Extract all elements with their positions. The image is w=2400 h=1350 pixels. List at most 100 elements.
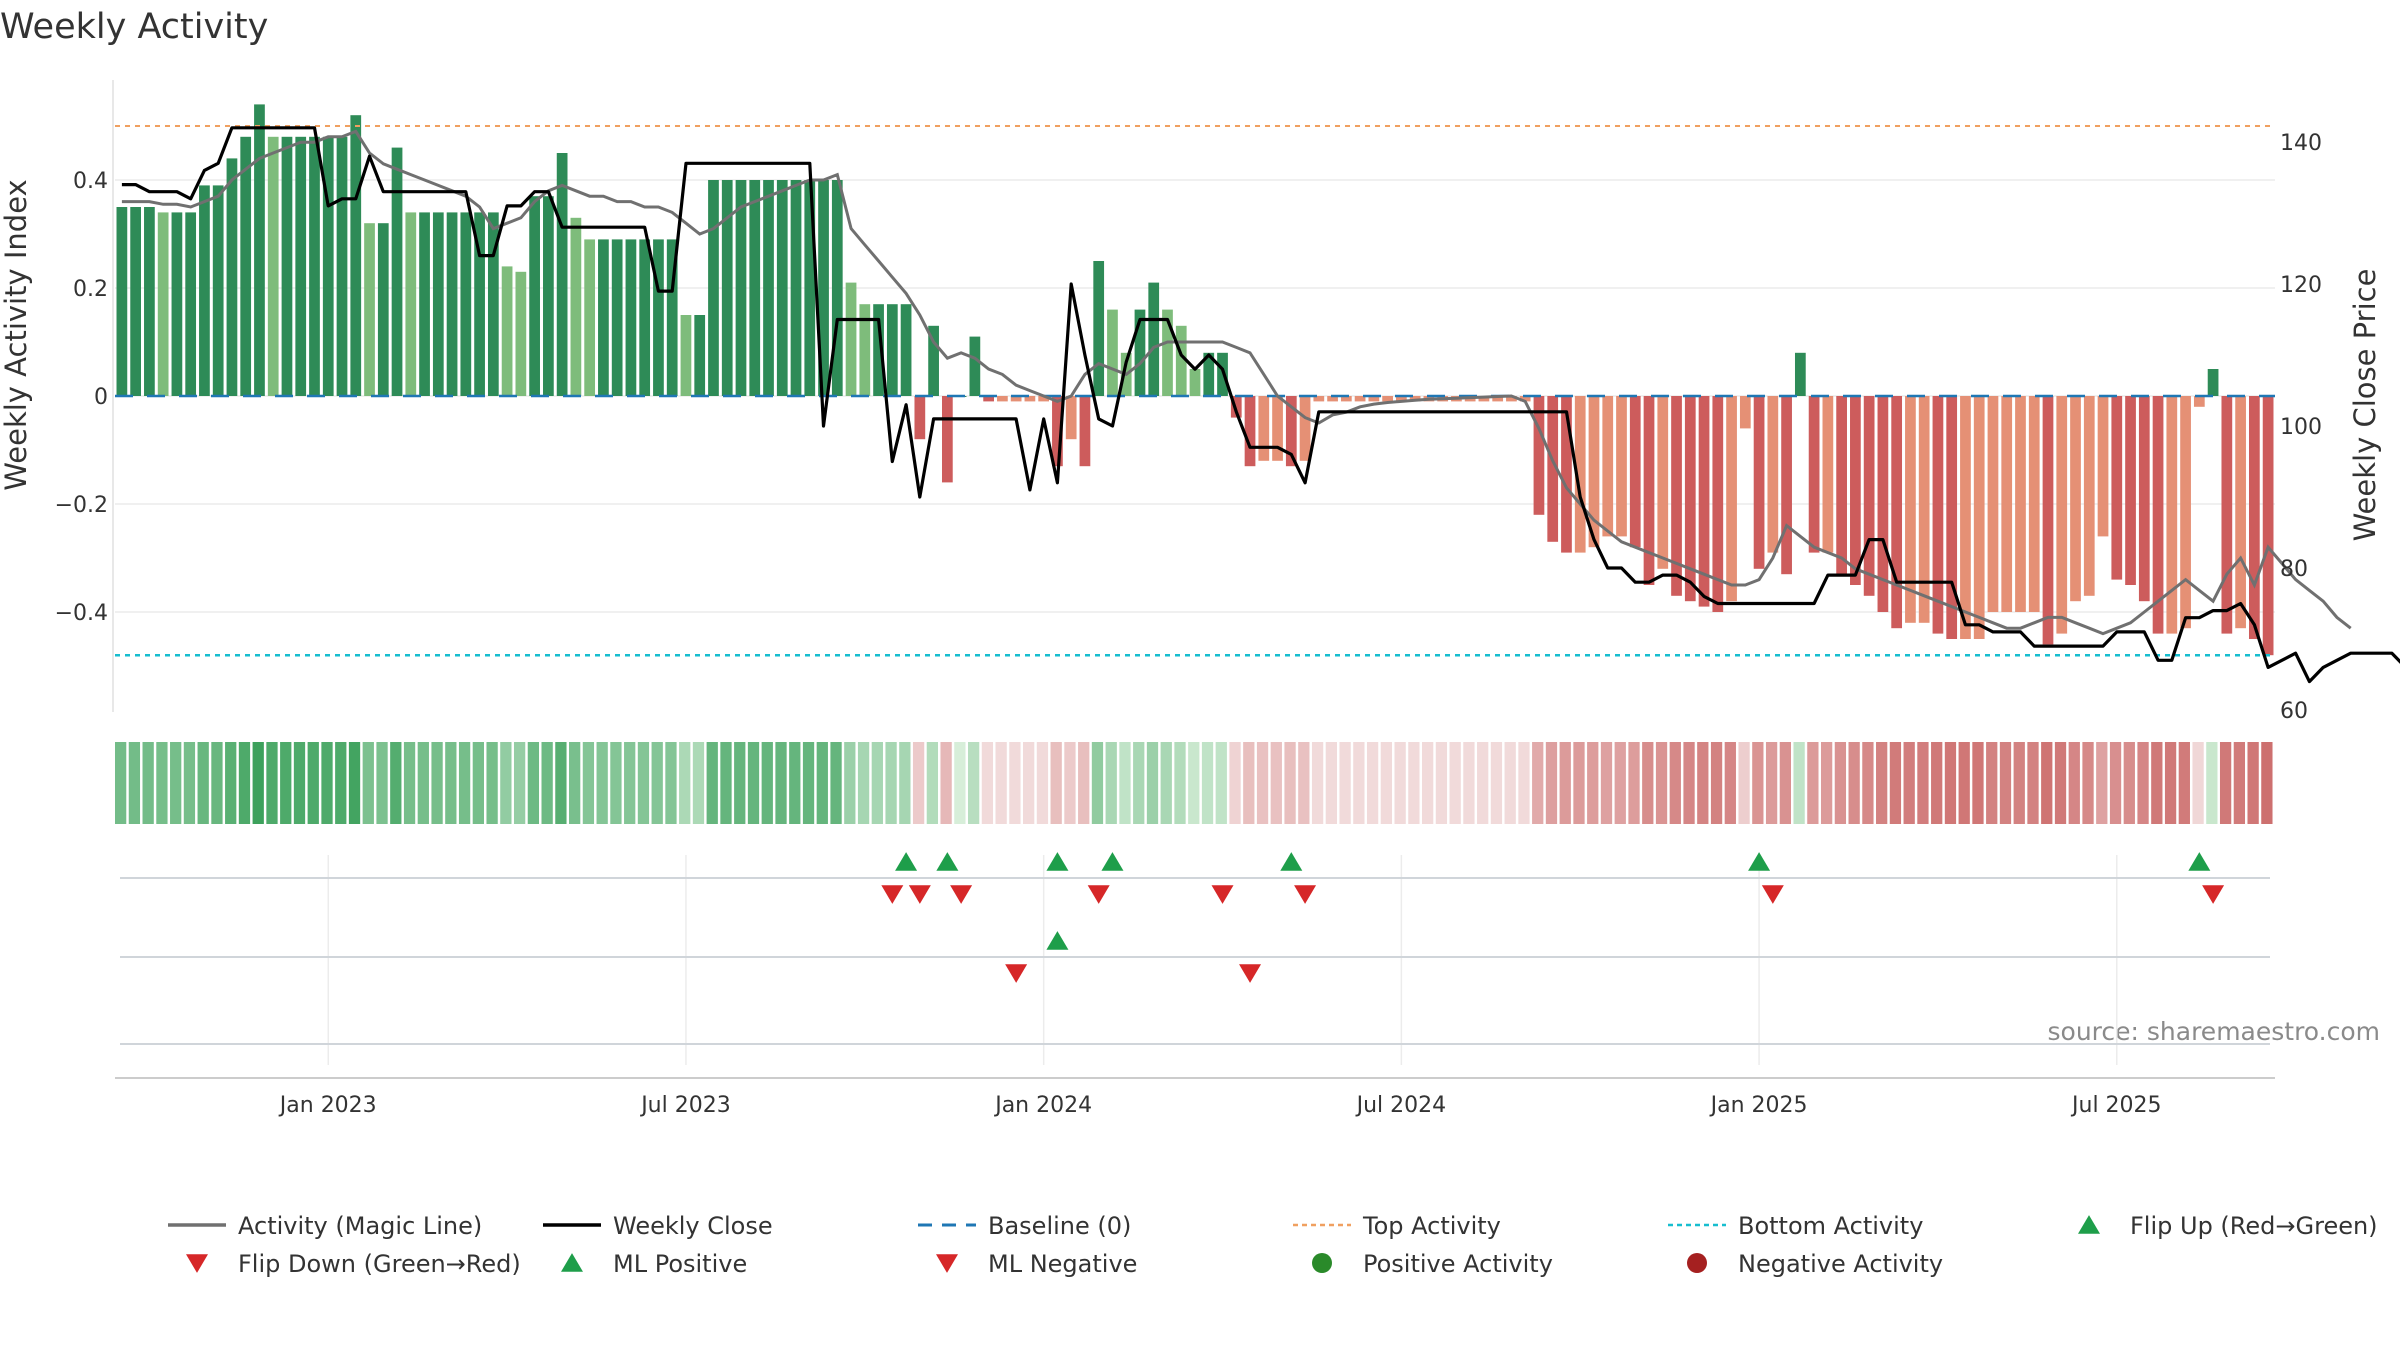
activity-bar (1891, 396, 1903, 629)
heat-cell (1078, 742, 1090, 824)
chart-title: Weekly Activity (0, 7, 268, 47)
activity-bar (1767, 396, 1779, 553)
activity-bar (1258, 396, 1270, 461)
activity-bar (1836, 396, 1847, 575)
activity-bar (1285, 396, 1297, 467)
heat-cell (142, 742, 154, 824)
activity-bar (267, 136, 279, 397)
activity-bar (2015, 396, 2026, 612)
activity-bar (405, 212, 417, 396)
activity-bar (1354, 396, 1366, 402)
flip-down-marker (1087, 885, 1110, 904)
activity-bar (2028, 396, 2040, 612)
legend-label: ML Positive (613, 1250, 747, 1278)
heat-cell (2219, 742, 2232, 824)
activity-bar (1973, 396, 1985, 639)
reference-lines (115, 125, 2275, 657)
heat-cell (981, 742, 994, 824)
heat-cell (486, 742, 498, 824)
activity-bar (1148, 282, 1160, 396)
heat-cell (1999, 742, 2012, 824)
activity-bar (1478, 396, 1490, 402)
heat-cell (2082, 742, 2094, 824)
heat-cell (128, 742, 141, 824)
activity-bar (680, 315, 692, 396)
activity-bar (900, 304, 912, 396)
activity-bar (322, 136, 334, 397)
activity-bar (1698, 396, 1710, 607)
activity-bar (1519, 396, 1531, 402)
heat-cell (2096, 742, 2108, 824)
activity-bar (1739, 396, 1751, 429)
activity-bar (1602, 396, 1614, 537)
heat-cell (1944, 742, 1957, 824)
ml-negative-marker (1239, 964, 1262, 983)
heat-cell (706, 742, 718, 824)
heat-cell (1050, 742, 1062, 824)
heat-cell (390, 742, 402, 824)
x-tick-label: Jan 2025 (1709, 1093, 1808, 1118)
heat-cell (816, 742, 828, 824)
activity-bar (804, 180, 816, 396)
activity-bar (1244, 396, 1256, 467)
heat-cell (1435, 742, 1448, 824)
activity-bar (845, 282, 857, 396)
heat-cell (225, 742, 237, 824)
legend-label: Flip Up (Red→Green) (2130, 1212, 2378, 1240)
heat-cell (1243, 742, 1255, 824)
heat-cell (293, 742, 306, 824)
heat-cell (569, 742, 581, 824)
heat-cell (1876, 742, 1888, 824)
activity-bar (763, 180, 774, 396)
activity-bar (1960, 396, 1971, 639)
activity-bar (432, 212, 444, 396)
activity-heat-strip (115, 742, 2273, 824)
heat-cell (1298, 742, 1310, 824)
heat-cell (2137, 742, 2149, 824)
heat-cell (899, 742, 911, 824)
heat-cell (431, 742, 443, 824)
heat-cell (2151, 742, 2163, 824)
activity-bar (1574, 396, 1586, 553)
activity-bar (2097, 396, 2109, 537)
heat-cell (1518, 742, 1530, 824)
heat-cell (2261, 742, 2273, 824)
activity-bar (2042, 396, 2054, 645)
heat-cell (1408, 742, 1420, 824)
heat-cell (362, 742, 374, 824)
heat-cell (2109, 742, 2122, 824)
y-tick-label: 0.2 (73, 277, 108, 302)
heat-cell (2178, 742, 2190, 824)
flip-down-marker (881, 885, 904, 904)
heat-cell (2013, 742, 2025, 824)
activity-bar (859, 304, 871, 396)
activity-bar (2001, 396, 2013, 612)
legend-swatch (936, 1254, 958, 1273)
activity-bar (1712, 396, 1724, 612)
ml-negative-marker (1005, 964, 1028, 983)
heat-cell (403, 742, 416, 824)
heat-cell (1573, 742, 1585, 824)
activity-bar (2193, 396, 2205, 407)
heat-cell (2164, 742, 2177, 824)
heat-cell (1284, 742, 1296, 824)
heat-cell (651, 742, 663, 824)
activity-bar (336, 136, 348, 397)
heat-cell (115, 742, 127, 824)
activity-bar (1024, 396, 1036, 402)
heat-cell (280, 742, 292, 824)
activity-bar (446, 212, 458, 396)
heat-cell (1600, 742, 1613, 824)
activity-bar (1643, 396, 1655, 585)
heat-cell (1628, 742, 1640, 824)
legend-label: ML Negative (988, 1250, 1137, 1278)
activity-bar (928, 325, 939, 396)
heat-cell (1105, 742, 1117, 824)
x-tick-label: Jul 2025 (2070, 1093, 2162, 1118)
heat-cell (1889, 742, 1902, 824)
heat-cell (1862, 742, 1874, 824)
heat-cell (472, 742, 484, 824)
activity-bar (1134, 309, 1146, 396)
heat-cell (1697, 742, 1709, 824)
heat-cell (500, 742, 512, 824)
